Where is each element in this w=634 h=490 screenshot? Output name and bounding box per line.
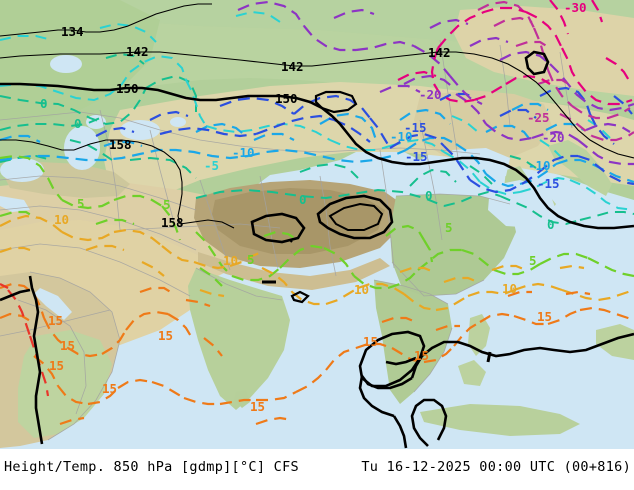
temp-label-m20a: -20 [419, 87, 442, 102]
temp-label-15b: 15 [60, 338, 75, 353]
temp-label-5b: 5 [163, 197, 171, 212]
height-contour-tropical-e [385, 356, 417, 366]
height-label-142a: 142 [126, 44, 149, 59]
temp-label-10c: 10 [354, 282, 369, 297]
height-contour-africa-b [0, 288, 31, 302]
temp-label-0a: 0 [40, 96, 48, 111]
height-contour-tropical-d [410, 398, 448, 447]
height-label-150b: 150 [275, 91, 298, 106]
temp-label-0e: 0 [547, 217, 555, 232]
temp-label-0d: 0 [425, 188, 433, 203]
terrain-layer [0, 0, 634, 448]
temp-label-m30: -30 [564, 0, 587, 15]
height-label-142b: 142 [281, 59, 304, 74]
temp-contour-5 [0, 154, 634, 290]
footer-valid-time: Tu 16-12-2025 00:00 UTC (00+816) [361, 459, 631, 475]
temp-contour-minus25 [477, 0, 634, 142]
temp-label-m5: -5 [204, 158, 219, 173]
height-contour-tick-4 [486, 351, 492, 363]
temp-contour-minus5 [0, 10, 634, 211]
temp-label-m20b: -20 [542, 130, 565, 145]
temp-label-15c: 15 [49, 358, 64, 373]
temp-label-10a: 10 [54, 212, 69, 227]
temp-label-m25: -25 [527, 110, 550, 125]
temp-contour-0 [0, 52, 634, 226]
height-contour-158 [73, 139, 183, 225]
temp-label-5a: 5 [77, 196, 85, 211]
footer-field-label: Height/Temp. 850 hPa [gdmp][°C] CFS [4, 459, 299, 475]
temp-label-15f: 15 [250, 399, 265, 414]
height-contour-158c [0, 139, 74, 151]
temp-label-15a: 15 [48, 313, 63, 328]
temp-label-5c: 5 [247, 252, 255, 267]
temp-label-m15b: -15 [405, 149, 428, 164]
height-contour-tibet-c [328, 202, 384, 231]
temp-label-m15c: -15 [537, 176, 560, 191]
temp-label-m10c: -10 [528, 158, 551, 173]
height-contour-150 [0, 82, 634, 230]
temp-label-m10b: -10 [390, 129, 413, 144]
temp-contour-10 [0, 214, 634, 312]
height-contour-ne-box [524, 50, 550, 76]
height-label-158a: 158 [109, 137, 132, 152]
height-contour-158b [179, 219, 235, 229]
temp-label-5e: 5 [529, 253, 537, 268]
height-contour-tick-3 [289, 239, 293, 243]
temp-label-5d: 5 [445, 220, 453, 235]
height-contour-150-closed [314, 90, 358, 114]
temp-contour-minus20 [237, 0, 634, 166]
map-canvas[interactable]: 134 142 142 142 150 150 158 158 -30 -25 … [0, 0, 634, 449]
height-contour-tick-2 [290, 290, 310, 304]
height-contour-142 [0, 51, 634, 159]
height-label-150a: 150 [116, 81, 139, 96]
temp-label-0b: 0 [74, 116, 82, 131]
temp-contour-minus15 [95, 86, 634, 194]
height-contour-tropical [410, 332, 634, 379]
height-contour-134 [0, 3, 212, 37]
temp-label-15i: 15 [537, 309, 552, 324]
height-contour-tropical-c [392, 415, 408, 449]
height-contours [0, 3, 634, 449]
temp-label-m15a: -15 [404, 120, 427, 135]
height-label-134: 134 [61, 24, 84, 39]
temp-label-10b: 10 [223, 253, 238, 268]
height-contour-africa [28, 275, 44, 445]
temp-label-15h: 15 [414, 348, 429, 363]
temp-contour-minus30 [397, 0, 633, 106]
temp-label-15d: 15 [102, 381, 117, 396]
height-contour-tibet-b [316, 194, 394, 240]
height-contour-tropical-b [358, 372, 413, 418]
height-label-142c: 142 [428, 45, 451, 60]
temp-label-m10a: -10 [232, 145, 255, 160]
footer-bar: Height/Temp. 850 hPa [gdmp][°C] CFS Tu 1… [0, 449, 634, 490]
temp-label-15e: 15 [158, 328, 173, 343]
temp-contour-20 [0, 283, 50, 397]
contour-labels: 134 142 142 142 150 150 158 158 -30 -25 … [40, 0, 587, 414]
temp-label-0c: 0 [299, 192, 307, 207]
height-label-158b: 158 [161, 215, 184, 230]
map-svg: 134 142 142 142 150 150 158 158 -30 -25 … [0, 0, 634, 449]
height-contour-tibet-a [250, 212, 306, 244]
temp-label-10d: 10 [502, 281, 517, 296]
temp-label-15g: 15 [363, 334, 378, 349]
